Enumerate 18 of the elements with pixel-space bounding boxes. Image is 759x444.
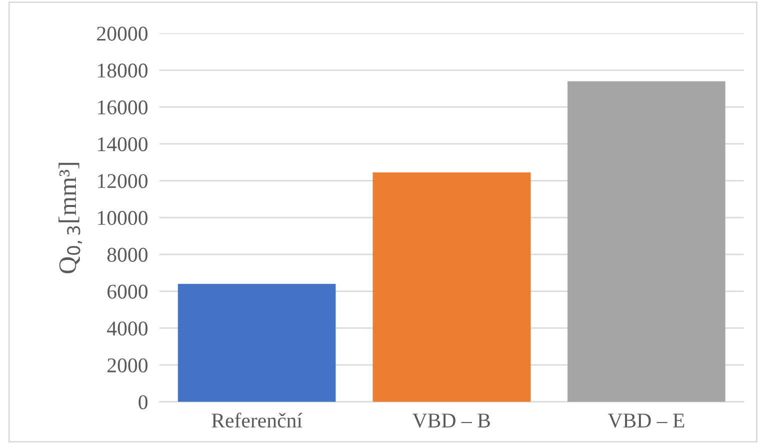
x-tick-label: VBD – E (608, 414, 684, 428)
y-tick-label: 20000 (97, 26, 148, 41)
y-tick-label: 18000 (98, 64, 148, 78)
bar (372, 172, 531, 402)
x-tick-label: Referenční (212, 412, 302, 428)
bar (568, 81, 726, 402)
y-tick-label: 2000 (108, 358, 148, 372)
y-tick-label: 4000 (107, 321, 148, 336)
y-tick-label: 12000 (98, 174, 148, 188)
y-axis-title: Q$_{0,3}$[mm³] (58, 162, 82, 274)
x-tick-label: VBD – B (412, 414, 490, 428)
y-tick-label: 16000 (98, 100, 148, 114)
y-tick-label: 0 (138, 395, 148, 410)
y-tick-label: 8000 (107, 248, 148, 262)
y-tick-label: 14000 (98, 137, 148, 152)
y-tick-label: 6000 (108, 284, 148, 299)
bar (178, 284, 336, 402)
y-tick-label: 10000 (98, 210, 148, 225)
